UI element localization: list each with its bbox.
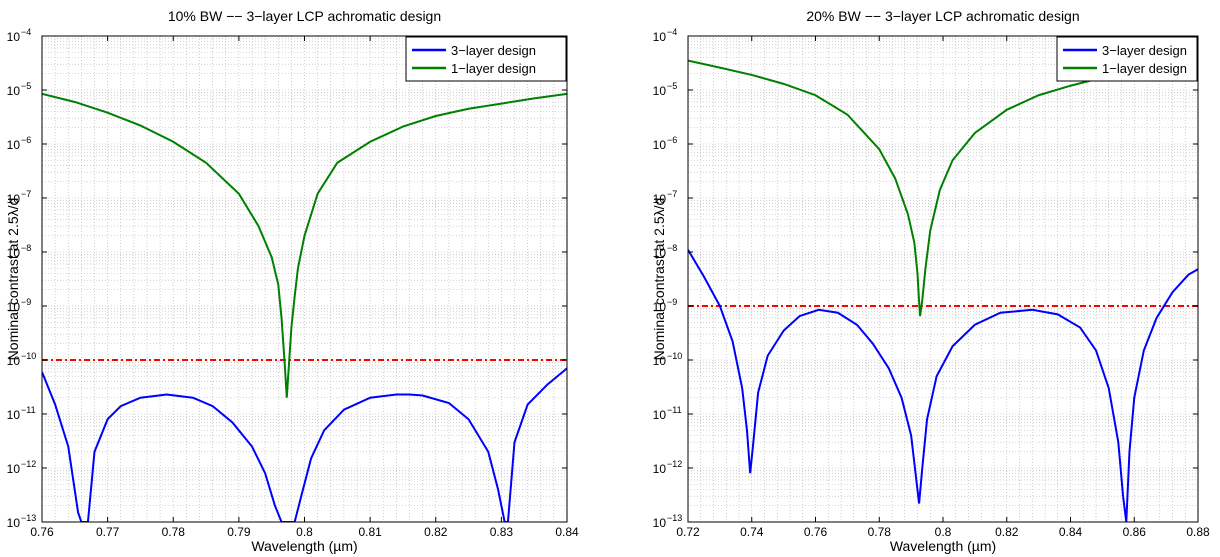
series-line-2 bbox=[688, 59, 1198, 317]
x-tick-label: 0.84 bbox=[555, 525, 579, 539]
y-axis-label: Nominal contrast at 2.5λ/d bbox=[5, 198, 21, 361]
y-tick-label: 10 bbox=[653, 462, 667, 476]
y-tick-exponent: −7 bbox=[667, 189, 677, 199]
x-tick-label: 0.82 bbox=[995, 525, 1019, 539]
y-tick-exponent: −6 bbox=[21, 135, 31, 145]
y-tick-label: 10 bbox=[7, 354, 21, 368]
series-line-1 bbox=[42, 367, 567, 522]
y-tick-exponent: −9 bbox=[21, 297, 31, 307]
y-tick-label: 10 bbox=[7, 30, 21, 44]
y-tick-exponent: −4 bbox=[667, 27, 677, 37]
y-tick-label: 10 bbox=[653, 138, 667, 152]
y-tick-label: 10 bbox=[7, 516, 21, 530]
y-tick-exponent: −6 bbox=[667, 135, 677, 145]
x-tick-label: 0.88 bbox=[1186, 525, 1210, 539]
y-tick-label: 10 bbox=[653, 354, 667, 368]
x-tick-label: 0.79 bbox=[227, 525, 251, 539]
legend-box bbox=[1056, 36, 1198, 82]
y-tick-exponent: −11 bbox=[21, 405, 36, 415]
y-tick-label: 10 bbox=[653, 246, 667, 260]
y-tick-label: 10 bbox=[653, 300, 667, 314]
y-tick-exponent: −12 bbox=[667, 459, 682, 469]
chart-title: 20% BW −− 3−layer LCP achromatic design bbox=[806, 8, 1079, 24]
y-tick-label: 10 bbox=[7, 462, 21, 476]
y-axis-label: Nominal contrast at 2.5λ/d bbox=[651, 198, 667, 361]
x-tick-label: 0.84 bbox=[1059, 525, 1083, 539]
y-tick-label: 10 bbox=[7, 192, 21, 206]
x-tick-label: 0.78 bbox=[162, 525, 186, 539]
legend-box bbox=[405, 36, 567, 82]
x-tick-label: 0.86 bbox=[1123, 525, 1147, 539]
chart-title: 10% BW −− 3−layer LCP achromatic design bbox=[168, 8, 441, 24]
legend: 3−layer design 1−layer design bbox=[1056, 36, 1198, 82]
y-tick-exponent: −11 bbox=[667, 405, 682, 415]
x-tick-label: 0.76 bbox=[804, 525, 828, 539]
y-tick-exponent: −13 bbox=[21, 513, 36, 523]
y-tick-label: 10 bbox=[7, 246, 21, 260]
y-tick-label: 10 bbox=[653, 516, 667, 530]
y-tick-label: 10 bbox=[653, 408, 667, 422]
y-tick-exponent: −4 bbox=[21, 27, 31, 37]
legend-label: 3−layer design bbox=[1102, 43, 1187, 58]
y-tick-exponent: −5 bbox=[667, 81, 677, 91]
series-line-1 bbox=[688, 249, 1198, 522]
legend-label: 1−layer design bbox=[451, 61, 536, 76]
legend-label: 1−layer design bbox=[1102, 61, 1187, 76]
x-tick-label: 0.83 bbox=[490, 525, 514, 539]
x-axis-label: Wavelength (µm) bbox=[890, 538, 996, 554]
y-tick-label: 10 bbox=[653, 30, 667, 44]
y-tick-exponent: −8 bbox=[21, 243, 31, 253]
y-tick-label: 10 bbox=[653, 84, 667, 98]
legend-label: 3−layer design bbox=[451, 43, 536, 58]
y-tick-label: 10 bbox=[7, 300, 21, 314]
x-tick-label: 0.77 bbox=[96, 525, 120, 539]
x-tick-label: 0.72 bbox=[676, 525, 700, 539]
x-axis-label: Wavelength (µm) bbox=[251, 538, 357, 554]
y-tick-label: 10 bbox=[7, 84, 21, 98]
y-tick-exponent: −10 bbox=[21, 351, 36, 361]
x-tick-label: 0.8 bbox=[935, 525, 952, 539]
grid bbox=[41, 35, 568, 523]
x-tick-label: 0.8 bbox=[296, 525, 313, 539]
y-tick-label: 10 bbox=[7, 408, 21, 422]
legend: 3−layer design 1−layer design bbox=[405, 36, 567, 82]
x-tick-label: 0.81 bbox=[358, 525, 382, 539]
x-tick-label: 0.78 bbox=[868, 525, 892, 539]
y-tick-exponent: −12 bbox=[21, 459, 36, 469]
y-tick-exponent: −5 bbox=[21, 81, 31, 91]
y-tick-label: 10 bbox=[653, 192, 667, 206]
y-tick-exponent: −9 bbox=[667, 297, 677, 307]
y-tick-exponent: −13 bbox=[667, 513, 682, 523]
series-line-2 bbox=[42, 92, 567, 398]
x-tick-label: 0.82 bbox=[424, 525, 448, 539]
y-tick-exponent: −8 bbox=[667, 243, 677, 253]
x-tick-label: 0.76 bbox=[30, 525, 54, 539]
y-tick-label: 10 bbox=[7, 138, 21, 152]
y-tick-exponent: −7 bbox=[21, 189, 31, 199]
x-tick-label: 0.74 bbox=[740, 525, 764, 539]
y-tick-exponent: −10 bbox=[667, 351, 682, 361]
